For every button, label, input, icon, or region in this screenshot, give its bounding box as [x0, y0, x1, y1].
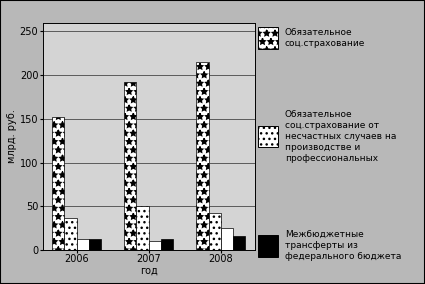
Bar [65, 218, 76, 250]
FancyBboxPatch shape [258, 126, 278, 147]
Bar [124, 82, 136, 250]
Bar [196, 62, 209, 250]
Text: Обязательное
соц.страхование: Обязательное соц.страхование [285, 28, 365, 49]
Bar [76, 239, 89, 250]
Bar [149, 241, 161, 250]
Text: Обязательное
соц.страхование от
несчастных случаев на
производстве и
профессиона: Обязательное соц.страхование от несчастн… [285, 110, 396, 163]
Bar [221, 228, 233, 250]
Bar [89, 239, 101, 250]
Y-axis label: млрд. руб.: млрд. руб. [7, 109, 17, 163]
FancyBboxPatch shape [258, 28, 278, 49]
Bar [52, 117, 65, 250]
X-axis label: год: год [140, 266, 158, 275]
FancyBboxPatch shape [258, 235, 278, 256]
Bar [209, 213, 221, 250]
Bar [161, 239, 173, 250]
Bar [233, 236, 245, 250]
Text: Межбюджетные
трансферты из
федерального бюджета: Межбюджетные трансферты из федерального … [285, 230, 401, 261]
Bar [136, 206, 149, 250]
